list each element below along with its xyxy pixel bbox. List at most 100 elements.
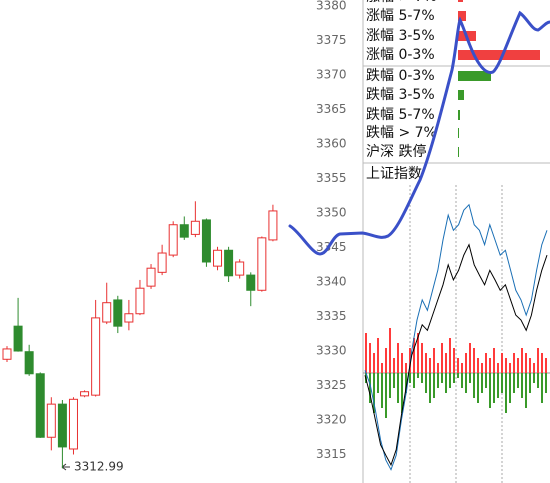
bar-up [457, 358, 459, 373]
bar-up [465, 353, 467, 373]
bar-down [473, 373, 475, 398]
bar-up [477, 358, 479, 373]
bar-up [373, 353, 375, 373]
bar-down [521, 373, 523, 398]
candle-body [80, 391, 90, 397]
bar-down [525, 373, 527, 408]
bar-down [545, 373, 547, 393]
bar [458, 50, 540, 60]
y-tick-label: 3365 [316, 102, 347, 116]
bar-up [517, 358, 519, 373]
category-label: 涨幅 3-5% [366, 28, 435, 44]
candle-body [91, 317, 101, 396]
y-tick-label: 3345 [316, 240, 347, 254]
bar-up [381, 363, 383, 373]
candle-body [235, 261, 245, 276]
category-label: 沪深 跌停 [366, 143, 426, 160]
bar-up [389, 328, 391, 373]
bar-down [537, 373, 539, 388]
bar-down [409, 373, 411, 383]
bar-down [437, 373, 439, 388]
bar-down [497, 373, 499, 398]
bar-up [521, 348, 523, 373]
bar-up [461, 363, 463, 373]
bar-down [477, 373, 479, 403]
bar-up [541, 353, 543, 373]
bar-down [401, 373, 403, 413]
bar [458, 0, 463, 2]
y-tick-label: 3325 [316, 378, 347, 392]
panel-title: 上证指数 [366, 166, 422, 182]
bar-up [365, 333, 367, 373]
y-tick-label: 3320 [316, 413, 347, 427]
bar [458, 90, 464, 100]
bar-down [389, 373, 391, 398]
candle-body [168, 224, 178, 256]
bar-down [441, 373, 443, 383]
bar-down [465, 373, 467, 393]
bar-down [529, 373, 531, 393]
bar-up [469, 343, 471, 373]
y-tick-label: 3335 [316, 309, 347, 323]
bar-down [493, 373, 495, 403]
y-tick-label: 3380 [316, 0, 347, 13]
bar-down [461, 373, 463, 388]
candle-body [57, 403, 67, 448]
candle-body [268, 210, 278, 241]
y-tick-label: 3360 [316, 137, 347, 151]
category-label: 跌幅 > 7% [366, 125, 437, 141]
candle-body [146, 267, 156, 287]
bar-down [469, 373, 471, 383]
bar-up [525, 353, 527, 373]
bar-up [417, 333, 419, 373]
bar-up [505, 358, 507, 373]
y-tick-label: 3370 [316, 68, 347, 82]
bar-up [501, 353, 503, 373]
bar-up [497, 363, 499, 373]
bar-up [473, 348, 475, 373]
bar-down [481, 373, 483, 393]
bar-up [493, 348, 495, 373]
candle-body [135, 287, 145, 315]
candle-body [24, 351, 34, 375]
candle-body [246, 274, 256, 291]
candle-body [179, 224, 189, 238]
bar-down [517, 373, 519, 388]
candle-body [2, 348, 12, 360]
bar-up [405, 363, 407, 373]
candle-body [102, 302, 112, 323]
bar-down [533, 373, 535, 383]
candle-body [201, 219, 211, 263]
bar [458, 71, 491, 81]
bar-down [397, 373, 399, 403]
bar-up [441, 343, 443, 373]
bar-up [537, 348, 539, 373]
bar-down [457, 373, 459, 378]
bar-down [489, 373, 491, 408]
bar-down [541, 373, 543, 403]
bar-up [445, 353, 447, 373]
candle-body [190, 220, 200, 235]
bar-down [417, 373, 419, 378]
bar-up [393, 358, 395, 373]
bar-up [421, 343, 423, 373]
bar-up [509, 363, 511, 373]
bar-up [529, 358, 531, 373]
category-label: 涨幅 > 7% [366, 0, 437, 5]
y-tick-label: 3340 [316, 275, 347, 289]
bar [458, 128, 459, 138]
candle-body [157, 252, 167, 273]
bar-down [445, 373, 447, 393]
y-tick-label: 3315 [316, 447, 347, 461]
bar-down [421, 373, 423, 383]
bar-down [429, 373, 431, 403]
category-label: 涨幅 0-3% [366, 47, 435, 63]
candle-body [257, 237, 267, 291]
category-label: 跌幅 5-7% [366, 107, 435, 123]
y-tick-label: 3350 [316, 206, 347, 220]
bar-down [453, 373, 455, 383]
bar [458, 110, 460, 120]
bar-up [369, 343, 371, 373]
y-tick-label: 3355 [316, 171, 347, 185]
